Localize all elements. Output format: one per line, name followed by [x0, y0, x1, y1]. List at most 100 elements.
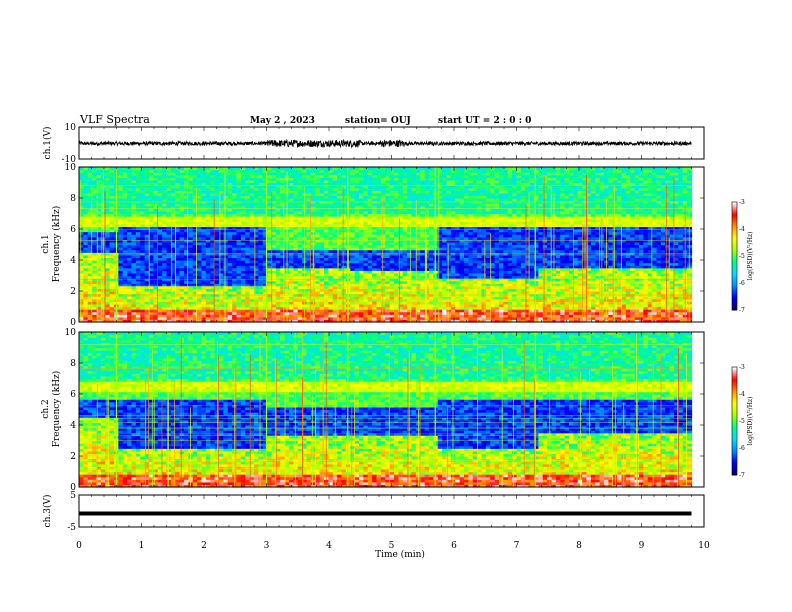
spectrogram-cell	[201, 192, 207, 197]
spectrogram-cell	[223, 205, 229, 209]
spectrogram-cell	[87, 172, 93, 176]
spectrogram-cell	[92, 265, 98, 269]
spectrogram-cell	[201, 195, 207, 199]
spectrogram-cell	[79, 236, 84, 240]
spectrogram-cell	[83, 257, 89, 261]
spectrogram-cell	[205, 267, 211, 271]
spectrogram-cell	[105, 229, 111, 233]
spectrogram-cell	[157, 169, 163, 173]
spectrogram-cell	[149, 288, 154, 292]
spectrogram-cell	[188, 231, 194, 235]
spectrogram-cell	[214, 275, 220, 279]
spectrogram-cell	[105, 267, 111, 271]
spectrogram-cell	[157, 179, 163, 184]
spectrogram-cell	[175, 254, 181, 259]
spectrogram-cell	[179, 192, 185, 197]
spectrogram-cell	[131, 280, 137, 284]
spectrogram-cell	[79, 288, 84, 292]
spectrogram-cell	[227, 221, 233, 225]
spectrogram-cell	[140, 239, 146, 243]
spectrogram-cell	[227, 172, 233, 176]
spectrogram-cell	[175, 247, 181, 251]
spectrogram-cell	[188, 208, 194, 212]
spectrogram-cell	[192, 262, 198, 266]
spectrogram-cell	[227, 213, 233, 217]
spectrogram-cell	[223, 247, 229, 251]
spectrogram-cell	[127, 167, 133, 171]
spectrogram-cell	[149, 283, 154, 287]
spectrogram-cell	[131, 319, 137, 323]
spectrogram-cell	[105, 270, 111, 274]
spectrogram-cell	[122, 252, 128, 256]
spectrogram-cell	[127, 229, 133, 233]
spectrogram-cell	[144, 213, 150, 217]
spectrogram-cell	[87, 241, 93, 246]
spectrogram-cell	[83, 234, 89, 238]
spectrogram-cell	[232, 298, 238, 302]
spectrogram-cell	[219, 265, 224, 269]
spectrogram-cell	[83, 275, 89, 279]
spectrogram-cell	[162, 309, 168, 313]
spectrogram-cell	[135, 205, 141, 209]
spectrogram-cell	[83, 198, 89, 202]
spectrogram-cell	[149, 306, 154, 310]
spectrogram-cell	[170, 223, 176, 228]
spectrogram-cell	[79, 185, 84, 189]
spectrogram-cell	[192, 254, 198, 259]
spectrogram-cell	[205, 249, 211, 253]
spectrogram-cell	[127, 208, 133, 212]
spectrogram-cell	[109, 213, 115, 217]
spectrogram-cell	[210, 169, 216, 173]
spectrogram-cell	[184, 314, 189, 318]
station-label: station= OUJ	[345, 116, 411, 126]
spectrogram-cell	[227, 234, 233, 238]
spectrogram-cell	[96, 236, 102, 240]
spectrogram-cell	[105, 285, 111, 290]
spectrogram-cell	[131, 316, 137, 321]
spectrogram-cell	[149, 314, 154, 318]
spectrogram-cell	[227, 285, 233, 290]
spectrogram-cell	[166, 272, 172, 277]
spectrogram-cell	[170, 249, 176, 253]
spectrogram-cell	[153, 208, 159, 212]
spectrogram-cell	[140, 301, 146, 305]
spectrogram-cell	[170, 280, 176, 284]
spectrogram-cell	[118, 236, 124, 240]
spectrogram-cell	[135, 244, 141, 248]
spectrogram-cell	[205, 272, 211, 277]
spectrogram-cell	[214, 231, 220, 235]
spectrogram-cell	[192, 182, 198, 186]
spectrogram-cell	[157, 288, 163, 292]
spectrogram-cell	[227, 195, 233, 199]
spectrogram-cell	[118, 182, 124, 186]
spectrogram-cell	[87, 270, 93, 274]
spectrogram-cell	[96, 182, 102, 186]
spectrogram-cell	[205, 236, 211, 240]
spectrogram-cell	[201, 208, 207, 212]
spectrogram-cell	[205, 262, 211, 266]
spectrogram-cell	[153, 283, 159, 287]
spectrogram-cell	[188, 283, 194, 287]
spectrogram-cell	[205, 208, 211, 212]
spectrogram-cell	[135, 311, 141, 315]
spectrogram-cell	[166, 236, 172, 240]
spectrogram-cell	[92, 239, 98, 243]
spectrogram-cell	[122, 267, 128, 271]
spectrogram-cell	[219, 257, 224, 261]
spectrogram-cell	[149, 185, 154, 189]
spectrogram-cell	[210, 272, 216, 277]
spectrogram-cell	[105, 174, 111, 178]
spectrogram-cell	[87, 198, 93, 202]
spectrogram-cell	[131, 278, 137, 282]
spectrogram-cell	[144, 241, 150, 246]
spectrogram-cell	[140, 229, 146, 233]
spectrogram-cell	[149, 187, 154, 191]
spectrogram-cell	[140, 249, 146, 253]
spectrogram-cell	[210, 167, 216, 171]
spectrogram-cell	[118, 241, 124, 246]
spectrogram-cell	[118, 267, 124, 271]
spectrogram-cell	[188, 249, 194, 253]
spectrogram-cell	[170, 275, 176, 279]
spectrogram-cell	[118, 262, 124, 266]
spectrogram-cell	[149, 260, 154, 264]
